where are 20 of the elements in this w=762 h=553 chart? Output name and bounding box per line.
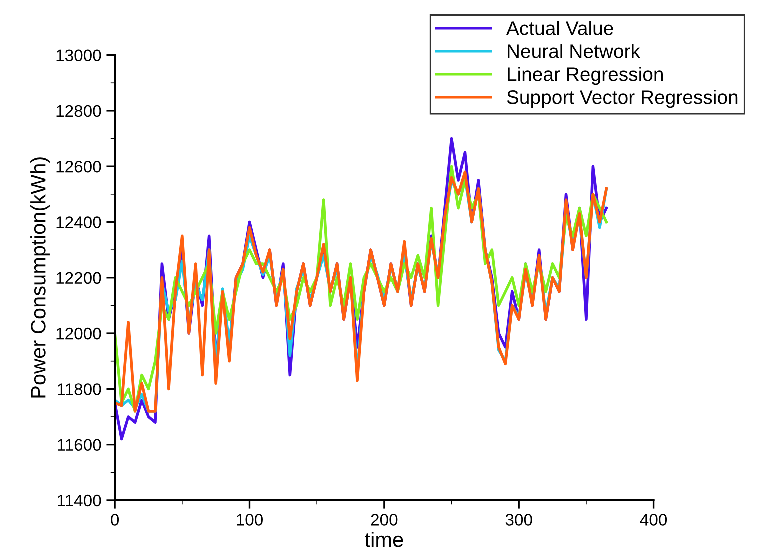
legend-label: Linear Regression <box>508 67 663 86</box>
y-axis-title: Power Consumption(kWh) <box>30 158 50 398</box>
y-tick-label: 12600 <box>56 160 102 173</box>
y-tick-label: 11400 <box>58 494 102 507</box>
x-tick-label: 300 <box>506 514 532 526</box>
y-tick-label: 11800 <box>58 384 102 396</box>
y-tick-label: 13000 <box>56 50 102 62</box>
x-tick-label: 100 <box>237 514 263 526</box>
y-tick-label: 12200 <box>56 272 102 284</box>
x-tick-label: 200 <box>371 514 398 526</box>
legend-label: Actual Value <box>506 21 614 36</box>
y-tick-label: 12000 <box>56 328 102 340</box>
y-tick-label: 12800 <box>56 105 102 118</box>
legend-label: Neural Network <box>508 44 640 58</box>
x-tick-label: 400 <box>640 514 668 526</box>
x-tick-label: 0 <box>111 514 120 526</box>
legend-label: Support Vector Regression <box>507 90 738 108</box>
y-tick-label: 12400 <box>56 216 102 228</box>
x-axis-title: time <box>365 532 404 548</box>
y-tick-label: 11600 <box>58 439 102 452</box>
